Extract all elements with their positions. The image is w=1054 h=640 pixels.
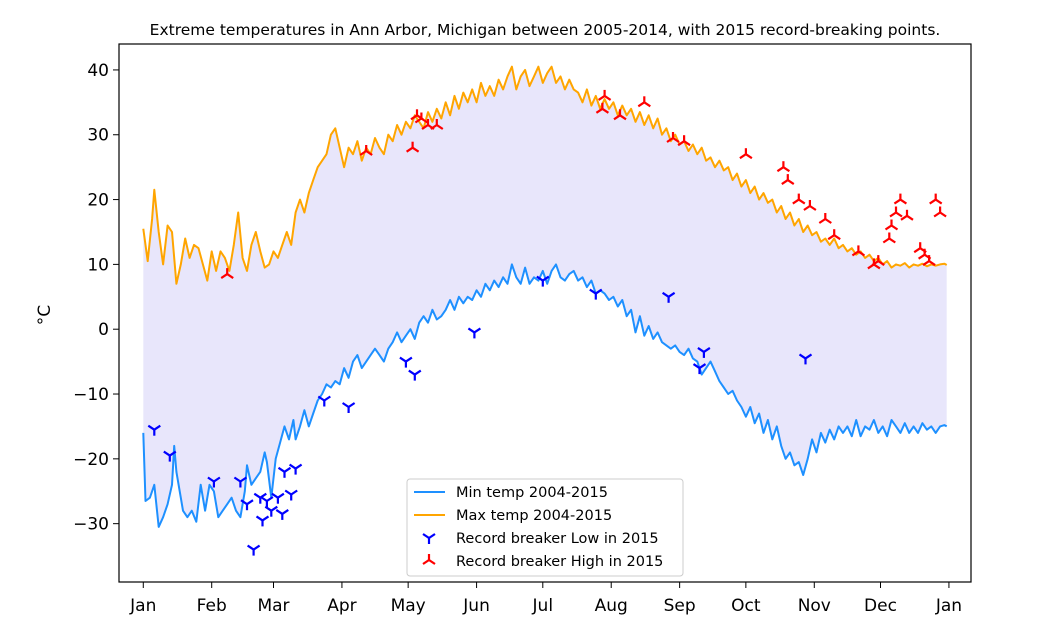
record-low-marker-19 bbox=[467, 327, 482, 339]
plot-frame bbox=[118, 43, 972, 583]
y-axis-ticks: 40 30 20 10 0 −10 −20 −30 bbox=[73, 61, 119, 535]
x-tick-label-1: Feb bbox=[197, 596, 227, 616]
record-low-marker-8 bbox=[260, 496, 274, 507]
record-low-marker-16 bbox=[341, 402, 356, 413]
record-low-marker-20 bbox=[536, 275, 550, 287]
y-tick-label-7: −30 bbox=[73, 515, 109, 535]
record-low-marker-4 bbox=[240, 499, 254, 511]
x-tick-label-2: Mar bbox=[257, 596, 289, 616]
record-low-marker-7 bbox=[255, 515, 270, 527]
record-low-marker-2 bbox=[207, 476, 221, 488]
record-low-marker-5 bbox=[246, 544, 261, 556]
record-low-marker-18 bbox=[408, 369, 422, 381]
y-tick-label-6: −20 bbox=[73, 450, 109, 470]
record-high-marker-16 bbox=[792, 193, 806, 205]
x-tick-label-11: Dec bbox=[864, 596, 897, 616]
record-high-marker-23 bbox=[882, 232, 896, 244]
record-low-marker-17 bbox=[399, 356, 413, 368]
legend-max-label: Max temp 2004-2015 bbox=[456, 508, 612, 524]
x-tick-label-6: Jul bbox=[532, 596, 554, 616]
x-tick-label-0: Jan bbox=[129, 596, 156, 616]
record-high-marker-32 bbox=[933, 206, 947, 218]
x-tick-label-12: Jan bbox=[935, 596, 962, 616]
record-low-marker-21 bbox=[589, 288, 603, 300]
record-low-marker-23 bbox=[692, 363, 707, 375]
legend: Min temp 2004-2015 Max temp 2004-2015 Re… bbox=[406, 478, 684, 577]
x-tick-label-10: Nov bbox=[798, 596, 831, 616]
record-high-marker-9 bbox=[613, 109, 627, 121]
record-high-marker-12 bbox=[677, 135, 691, 147]
y-axis-label: °C bbox=[35, 305, 55, 325]
x-tick-label-9: Oct bbox=[731, 596, 761, 616]
record-high-marker-26 bbox=[893, 193, 908, 205]
record-markers bbox=[147, 89, 947, 556]
record-low-marker-1 bbox=[163, 450, 177, 462]
record-high-marker-20 bbox=[851, 245, 866, 257]
y-tick-label-3: 10 bbox=[87, 255, 109, 275]
record-high-marker-17 bbox=[803, 200, 817, 211]
record-low-marker-24 bbox=[697, 346, 711, 358]
y-tick-label-0: 40 bbox=[87, 61, 109, 81]
x-tick-label-4: May bbox=[391, 596, 426, 616]
max-temp-line bbox=[142, 65, 948, 285]
legend-min-label: Min temp 2004-2015 bbox=[456, 485, 608, 501]
record-high-marker-15 bbox=[781, 174, 795, 186]
record-low-marker-11 bbox=[275, 508, 289, 520]
record-high-marker-27 bbox=[900, 209, 914, 221]
record-low-marker-0 bbox=[147, 424, 161, 436]
record-low-marker-3 bbox=[233, 476, 248, 488]
record-high-marker-2 bbox=[405, 141, 420, 153]
x-tick-label-5: Jun bbox=[462, 596, 490, 616]
record-low-marker-13 bbox=[284, 489, 298, 501]
series-lines bbox=[142, 65, 948, 528]
record-high-marker-1 bbox=[359, 145, 373, 156]
record-high-marker-22 bbox=[871, 255, 885, 267]
record-high-marker-13 bbox=[739, 148, 753, 160]
legend-low-marker bbox=[422, 533, 436, 544]
y-tick-label-2: 20 bbox=[87, 191, 109, 211]
chart-title: Extreme temperatures in Ann Arbor, Michi… bbox=[150, 21, 941, 39]
record-low-marker-9 bbox=[264, 505, 278, 517]
record-low-marker-10 bbox=[271, 492, 285, 504]
min-temp-line bbox=[142, 263, 948, 528]
record-high-marker-7 bbox=[595, 102, 610, 114]
record-high-marker-8 bbox=[597, 89, 612, 101]
legend-low-label: Record breaker Low in 2015 bbox=[456, 531, 659, 547]
record-high-marker-18 bbox=[818, 213, 832, 224]
x-axis-ticks: Jan Feb Mar Apr May Jun Jul Aug Sep Oct Nov Dec Jan bbox=[129, 582, 962, 616]
legend-high-label: Record breaker High in 2015 bbox=[456, 554, 663, 570]
record-high-marker-25 bbox=[889, 206, 903, 218]
y-tick-label-5: −10 bbox=[73, 385, 109, 405]
record-high-marker-19 bbox=[827, 229, 841, 241]
record-low-marker-14 bbox=[288, 463, 303, 475]
record-low-marker-22 bbox=[661, 291, 676, 303]
record-high-marker-11 bbox=[666, 132, 680, 143]
record-high-marker-24 bbox=[884, 219, 899, 231]
x-tick-label-7: Aug bbox=[595, 596, 628, 616]
y-tick-label-4: 0 bbox=[98, 320, 109, 340]
x-tick-label-8: Sep bbox=[664, 596, 696, 616]
record-high-marker-4 bbox=[414, 112, 429, 124]
record-high-marker-0 bbox=[220, 268, 234, 280]
record-high-marker-14 bbox=[776, 161, 791, 173]
record-high-marker-6 bbox=[430, 119, 444, 130]
record-high-marker-10 bbox=[637, 96, 651, 108]
y-tick-label-1: 30 bbox=[87, 126, 109, 146]
record-low-marker-25 bbox=[798, 353, 813, 365]
record-low-marker-15 bbox=[317, 395, 331, 407]
legend-box bbox=[406, 478, 684, 577]
record-low-marker-12 bbox=[277, 466, 292, 478]
legend-high-marker bbox=[422, 554, 436, 565]
x-tick-label-3: Apr bbox=[327, 596, 356, 616]
record-high-marker-31 bbox=[929, 193, 943, 205]
record-high-marker-30 bbox=[922, 255, 936, 267]
